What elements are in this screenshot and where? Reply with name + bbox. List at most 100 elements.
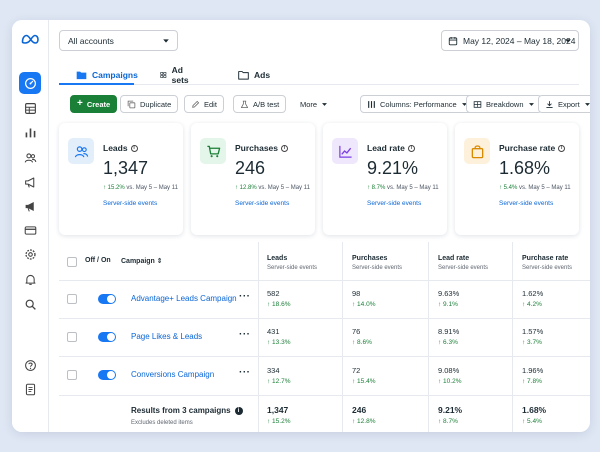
duplicate-icon xyxy=(127,100,136,108)
date-range-picker[interactable]: May 12, 2024 – May 18, 2024 xyxy=(441,30,579,51)
metric-source-link[interactable]: Server-side events xyxy=(235,200,290,207)
cell-purchases: 72 ↑ 15.4% xyxy=(352,366,376,385)
row-checkbox[interactable] xyxy=(67,370,77,380)
columns-button[interactable]: Columns: Performance xyxy=(360,95,475,113)
sidebar-item-grid[interactable] xyxy=(19,97,41,119)
tab-ad-sets[interactable]: Ad sets xyxy=(160,65,192,85)
sidebar-item-campaigns[interactable] xyxy=(19,171,41,193)
main-content: All accounts May 12, 2024 – May 18, 2024… xyxy=(49,20,590,432)
sidebar-item-billing[interactable] xyxy=(19,219,41,241)
metric-compare: vs. May 5 – May 11 xyxy=(258,185,310,191)
metric-icon-box xyxy=(464,138,490,164)
export-button[interactable]: Export xyxy=(538,95,590,113)
sidebar-item-search[interactable] xyxy=(19,293,41,315)
sidebar-item-ads[interactable] xyxy=(19,195,41,217)
metric-source-link[interactable]: Server-side events xyxy=(367,200,422,207)
info-icon[interactable]: i xyxy=(234,406,243,415)
cell-change: ↑ 14.0% xyxy=(352,301,376,308)
ads-manager-window: All accounts May 12, 2024 – May 18, 2024… xyxy=(12,20,590,432)
metric-source-link[interactable]: Server-side events xyxy=(103,200,158,207)
ab-test-button[interactable]: A/B test xyxy=(233,95,287,113)
create-button[interactable]: + Create xyxy=(70,95,118,113)
cell-purchase-rate: 1.62% ↑ 4.2% xyxy=(522,289,543,308)
metric-card-purchases[interactable]: Purchases i 246 ↑ 12.8% vs. May 5 – May 1… xyxy=(191,123,315,235)
more-button[interactable]: More xyxy=(293,95,336,113)
cell-purchase-rate: 1.96% ↑ 7.8% xyxy=(522,366,543,385)
tab-divider xyxy=(59,84,579,85)
cell-value: 8.91% xyxy=(438,327,460,336)
header-lead-rate[interactable]: Lead rate Server-side events xyxy=(438,242,488,280)
campaign-name-link[interactable]: Conversions Campaign xyxy=(131,370,215,379)
more-options-icon[interactable]: ··· xyxy=(239,291,251,302)
metric-label-text: Leads xyxy=(103,143,128,153)
people-icon xyxy=(24,152,36,163)
sidebar-item-reports[interactable] xyxy=(19,121,41,143)
people-icon xyxy=(74,145,88,157)
cell-value: 334 xyxy=(267,366,280,375)
metric-value: 246 xyxy=(235,158,266,178)
more-options-icon[interactable]: ··· xyxy=(239,367,251,378)
row-divider xyxy=(59,395,590,396)
metric-value: 1,347 xyxy=(103,158,149,178)
sidebar-item-notifications[interactable] xyxy=(19,268,41,290)
sidebar-item-documents[interactable] xyxy=(19,378,41,400)
header-leads[interactable]: Leads Server-side events xyxy=(267,242,317,280)
campaign-toggle[interactable] xyxy=(98,370,116,380)
bar-chart-icon xyxy=(25,127,35,137)
campaign-name-link[interactable]: Page Likes & Leads xyxy=(131,332,203,341)
account-select[interactable]: All accounts xyxy=(59,30,178,51)
info-icon[interactable]: i xyxy=(281,144,288,152)
columns-button-label: Columns: Performance xyxy=(380,99,457,109)
sidebar-item-settings[interactable] xyxy=(19,243,41,265)
row-checkbox[interactable] xyxy=(67,332,77,342)
info-icon[interactable]: i xyxy=(558,144,566,152)
tab-campaigns[interactable]: Campaigns xyxy=(76,65,138,85)
metric-change-pct: ↑ 15.2% xyxy=(103,185,125,191)
cell-change: ↑ 15.4% xyxy=(352,378,376,385)
total-lead-rate: 9.21% ↑ 8.7% xyxy=(438,405,462,425)
column-divider xyxy=(428,242,429,432)
cell-change: ↑ 18.6% xyxy=(267,301,291,308)
ab-test-button-label: A/B test xyxy=(253,99,280,109)
metric-card-leads[interactable]: Leads i 1,347 ↑ 15.2% vs. May 5 – May 11 … xyxy=(59,123,183,235)
metric-icon-box xyxy=(68,138,94,164)
header-campaign[interactable]: Campaign ⇕ xyxy=(121,258,163,265)
duplicate-button[interactable]: Duplicate xyxy=(120,95,179,113)
header-leads-sub: Server-side events xyxy=(267,265,318,271)
tab-ads[interactable]: Ads xyxy=(238,65,270,85)
sidebar-item-audiences[interactable] xyxy=(19,146,41,168)
campaign-name-link[interactable]: Advantage+ Leads Campaign xyxy=(131,294,237,303)
megaphone-alt-icon xyxy=(25,201,34,212)
more-options-icon[interactable]: ··· xyxy=(239,329,251,340)
metric-card-lead-rate[interactable]: Lead rate i 9.21% ↑ 8.7% vs. May 5 – May … xyxy=(323,123,447,235)
metric-card-purchase-rate[interactable]: Purchase rate i 1.68% ↑ 5.4% vs. May 5 – … xyxy=(455,123,579,235)
cell-value: 431 xyxy=(267,327,280,336)
metric-source-link[interactable]: Server-side events xyxy=(499,200,554,207)
meta-logo[interactable] xyxy=(21,34,39,44)
info-icon[interactable]: i xyxy=(407,144,415,152)
info-icon[interactable]: i xyxy=(130,144,138,152)
metric-change-pct: ↑ 8.7% xyxy=(367,185,386,191)
totals-title: Results from 3 campaigns i xyxy=(131,406,243,415)
metric-value: 1.68% xyxy=(499,158,551,178)
tab-active-indicator xyxy=(59,83,134,85)
sidebar-item-help[interactable] xyxy=(19,354,41,376)
campaign-toggle[interactable] xyxy=(98,294,116,304)
row-divider xyxy=(59,280,590,281)
folder-icon xyxy=(238,71,249,80)
cell-change: ↑ 3.7% xyxy=(522,339,542,346)
edit-button[interactable]: Edit xyxy=(184,95,224,113)
chevron-down-icon xyxy=(565,39,571,43)
select-all-checkbox[interactable] xyxy=(67,257,77,267)
campaign-toggle[interactable] xyxy=(98,332,116,342)
header-purchases[interactable]: Purchases Server-side events xyxy=(352,242,402,280)
row-checkbox[interactable] xyxy=(67,294,77,304)
cell-lead-rate: 9.63% ↑ 9.1% xyxy=(438,289,459,308)
cell-value: 98 xyxy=(352,289,361,298)
breakdown-button[interactable]: Breakdown xyxy=(466,95,542,113)
header-purchase-rate[interactable]: Purchase rate Server-side events xyxy=(522,242,572,280)
campaign-table: Off / On Campaign ⇕ Leads Server-side eve… xyxy=(59,242,590,432)
sidebar-item-dashboard[interactable] xyxy=(19,72,41,94)
cell-value: 1.57% xyxy=(522,327,544,336)
metric-compare: vs. May 5 – May 11 xyxy=(126,185,178,191)
